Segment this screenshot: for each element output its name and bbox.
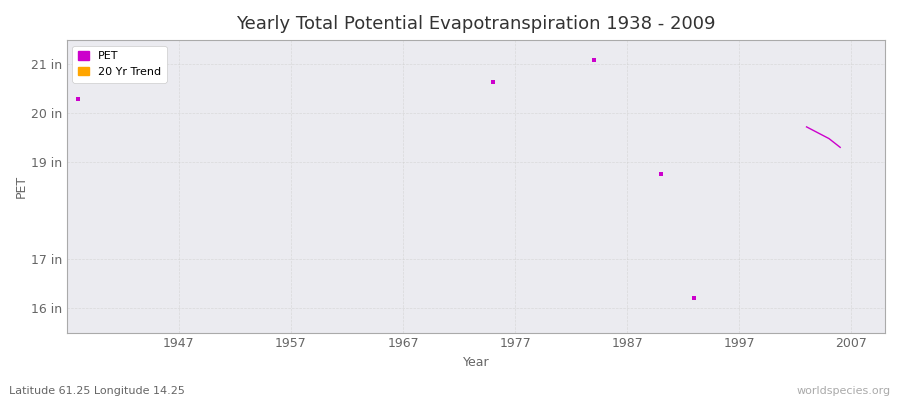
X-axis label: Year: Year — [463, 356, 490, 369]
Y-axis label: PET: PET — [15, 175, 28, 198]
Text: worldspecies.org: worldspecies.org — [796, 386, 891, 396]
Point — [587, 56, 601, 63]
Title: Yearly Total Potential Evapotranspiration 1938 - 2009: Yearly Total Potential Evapotranspiratio… — [236, 15, 716, 33]
Point — [653, 171, 668, 177]
Point — [688, 295, 702, 302]
Text: Latitude 61.25 Longitude 14.25: Latitude 61.25 Longitude 14.25 — [9, 386, 184, 396]
Legend: PET, 20 Yr Trend: PET, 20 Yr Trend — [72, 46, 166, 82]
Point — [71, 96, 86, 102]
Point — [486, 78, 500, 85]
